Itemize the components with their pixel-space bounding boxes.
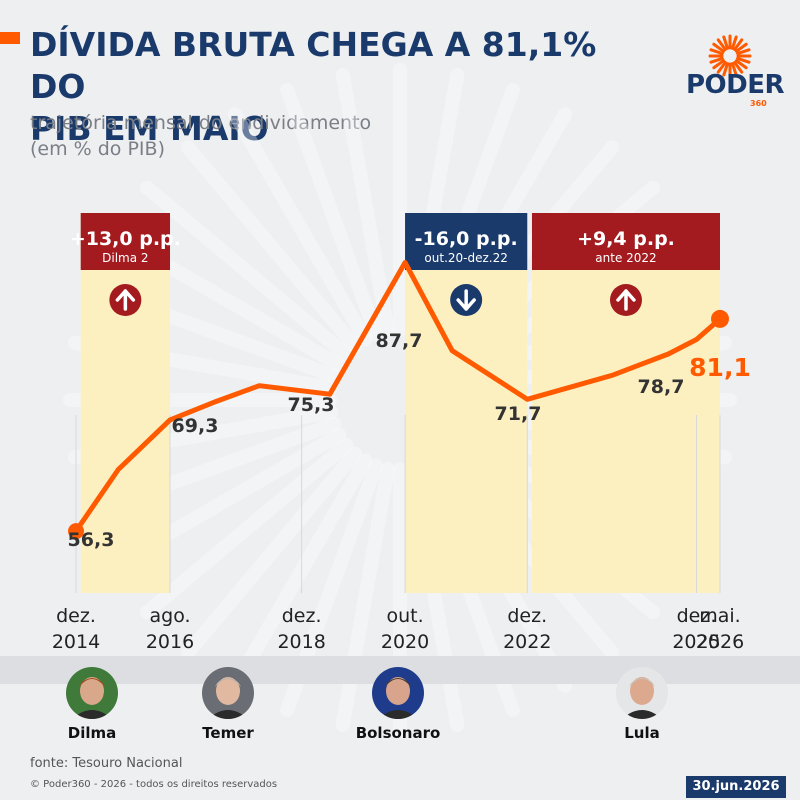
president-name: Dilma [67,724,117,742]
logo-ray [734,59,748,70]
x-tick-year: 2014 [52,631,100,653]
data-label: 69,3 [172,415,219,437]
period-highlight: +13,0 p.p.Dilma 2 [70,213,181,593]
logo-ray [712,59,726,70]
end-point [711,309,729,328]
arrow-glyph [115,289,136,311]
logo-ray [722,35,730,50]
period-value: -16,0 p.p. [415,228,518,250]
data-label: 75,3 [288,394,335,416]
logo-ray [734,42,748,53]
arrow-glyph [616,289,636,311]
logo-ray [712,42,726,53]
logo-ray [716,60,727,74]
x-tick-year: 2025 [672,631,720,653]
x-tick-label: dez. [677,605,717,627]
logo-ray [736,56,751,64]
logo-ray [736,48,751,56]
logo-sub: 360 [750,99,767,108]
watermark-ray [335,68,395,339]
president-portrait [372,667,424,719]
president-portrait [616,667,668,719]
data-label: 56,3 [68,529,115,551]
watermark-ray [280,82,384,342]
period-highlight: -16,0 p.p.out.20-dez.22 [405,213,528,593]
x-tick-label: out. [386,605,423,627]
watermark-ray [180,140,363,354]
data-label: 87,7 [376,330,423,352]
arrow-up-icon [109,284,142,316]
logo-ray [733,60,744,74]
period-box [531,213,720,593]
president-name: Lula [624,724,660,742]
source-note: fonte: Tesouro Nacional [30,756,183,771]
logo-ray [709,56,724,64]
portrait-avatar-icon [202,667,254,719]
x-tick-year: 2018 [277,631,325,653]
chart-subtitle: trajetória mensal do endividamento (em %… [30,110,530,162]
copyright-note: © Poder360 - 2026 - todos os direitos re… [30,779,278,790]
logo-ray [730,35,738,50]
period-box [405,213,528,593]
period-highlight: +9,4 p.p.ante 2022 [531,213,720,593]
x-tick-label: dez. [282,605,322,627]
portrait-avatar-icon [616,667,668,719]
logo-text: PODER [686,70,785,100]
arrow-glyph [456,289,476,311]
watermark-ray [228,453,372,693]
period-note: out.20-dez.22 [424,251,507,265]
logo-ray [709,48,724,56]
data-label: 71,7 [495,403,542,425]
watermark-ray [140,437,354,620]
x-tick-label: ago. [149,605,190,627]
period-value: +13,0 p.p. [70,228,181,250]
x-tick-year: 2026 [696,631,744,653]
logo-ray [730,62,738,77]
x-tick-year: 2020 [381,631,429,653]
start-point [68,523,84,540]
x-tick-label: mai. [699,605,740,627]
subtitle-line-1: trajetória mensal do endividamento [30,112,372,134]
logo-ray [722,62,730,77]
president-name: Bolsonaro [355,724,441,742]
logo-ray [733,38,744,52]
x-tick-label: dez. [56,605,96,627]
arrow-up-icon [609,284,642,316]
publish-date: 30.jun.2026 [686,776,786,798]
x-tick-label: dez. [507,605,547,627]
period-note: Dilma 2 [102,251,148,265]
watermark-ray [228,107,372,347]
x-tick-year: 2016 [146,631,194,653]
poder360-logo-icon [708,34,752,78]
period-header [405,213,528,270]
period-header [531,213,720,270]
president-portrait [202,667,254,719]
period-box [80,213,171,593]
president-portrait [66,667,118,719]
period-note: ante 2022 [595,251,656,265]
data-label: 81,1 [689,353,751,382]
president-name: Temer [202,724,254,742]
series-line [73,260,723,534]
period-value: +9,4 p.p. [577,228,675,250]
title-line-2: PIB EM MAIO [30,109,269,148]
data-label: 78,7 [638,376,685,398]
subtitle-line-2: (em % do PIB) [30,138,165,160]
watermark-ray [180,446,363,660]
accent-bar [0,32,20,44]
period-header [80,213,171,270]
watermark-ray [140,180,354,363]
arrow-down-icon [450,284,483,316]
portrait-avatar-icon [372,667,424,719]
x-tick-year: 2022 [503,631,551,653]
chart-title: DÍVIDA BRUTA CHEGA A 81,1% DO PIB EM MAI… [30,24,650,150]
portrait-avatar-icon [66,667,118,719]
logo-ray [716,38,727,52]
title-line-1: DÍVIDA BRUTA CHEGA A 81,1% DO [30,25,597,106]
